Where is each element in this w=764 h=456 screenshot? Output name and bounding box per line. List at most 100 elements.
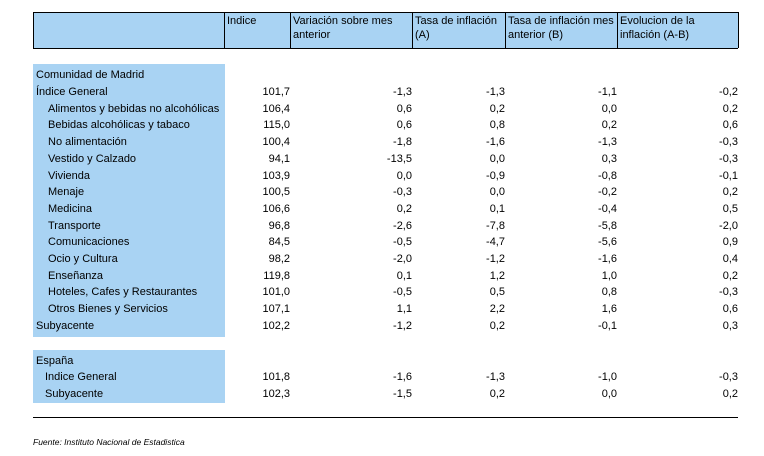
row-label: Vivienda bbox=[48, 169, 90, 182]
cell-b: -1,6 bbox=[598, 253, 617, 265]
cell-ev: 0,3 bbox=[722, 319, 738, 332]
cell-b: -5,6 bbox=[598, 236, 617, 249]
cell-b: 0,3 bbox=[601, 152, 617, 165]
cell-indice: 98,2 bbox=[268, 253, 290, 265]
row-label: Enseñanza bbox=[48, 269, 104, 282]
row-label: Alimentos y bebidas no alcohólicas bbox=[48, 102, 220, 115]
cell-a: 0,2 bbox=[489, 102, 505, 115]
cell-indice: 106,6 bbox=[262, 202, 290, 215]
cell-ev: 0,5 bbox=[722, 202, 738, 215]
table-header bbox=[33, 12, 738, 48]
cell-b: -0,8 bbox=[598, 169, 617, 182]
cell-indice: 107,1 bbox=[262, 303, 290, 316]
cell-var: -0,3 bbox=[393, 186, 412, 199]
cell-ev: 0,2 bbox=[722, 269, 738, 282]
cell-var: -1,2 bbox=[393, 319, 412, 332]
cell-var: -1,3 bbox=[393, 86, 412, 98]
cell-ev: -0,3 bbox=[719, 286, 738, 299]
cell-indice: 102,2 bbox=[262, 319, 290, 332]
row-label: Bebidas alcohólicas y tabaco bbox=[48, 119, 190, 132]
cell-var: -1,5 bbox=[393, 387, 412, 400]
row-label: Menaje bbox=[48, 186, 85, 199]
cell-a: 0,2 bbox=[489, 319, 505, 332]
cell-ev: 0,9 bbox=[722, 236, 738, 249]
column-divider bbox=[412, 12, 413, 48]
cell-b: -0,2 bbox=[598, 186, 617, 199]
madrid-label-panel bbox=[33, 64, 225, 337]
cell-indice: 103,9 bbox=[262, 169, 290, 182]
row-label: Medicina bbox=[48, 202, 93, 215]
cell-indice: 115,0 bbox=[263, 119, 290, 132]
cell-ev: 0,2 bbox=[722, 186, 738, 199]
row-label: Otros Bienes y Servicios bbox=[48, 303, 168, 316]
cell-ev: -0,1 bbox=[719, 169, 738, 182]
table-bottom-border bbox=[33, 417, 738, 418]
cell-indice: 106,4 bbox=[262, 102, 290, 115]
cell-var: -0,5 bbox=[393, 286, 412, 299]
cell-b: -1,0 bbox=[598, 371, 617, 383]
cell-b: -5,8 bbox=[598, 219, 617, 232]
cell-ev: 0,4 bbox=[722, 253, 738, 265]
cell-a: 0,1 bbox=[489, 202, 505, 215]
espana-label-panel bbox=[33, 350, 225, 403]
cell-a: -0,9 bbox=[486, 169, 505, 182]
cell-a: 1,2 bbox=[489, 269, 505, 282]
cell-var: 0,0 bbox=[396, 169, 412, 182]
cell-ev: -2,0 bbox=[719, 219, 738, 232]
cell-indice: 101,7 bbox=[262, 86, 290, 98]
cell-b: -0,4 bbox=[598, 202, 617, 215]
source-note: Fuente: Instituto Nacional de Estadistic… bbox=[33, 437, 185, 447]
cell-indice: 100,5 bbox=[262, 186, 290, 199]
cell-a: 0,5 bbox=[489, 286, 505, 299]
column-divider bbox=[33, 12, 34, 48]
row-label: Subyacente bbox=[36, 319, 95, 332]
cell-a: -4,7 bbox=[486, 236, 505, 249]
cell-indice: 101,0 bbox=[262, 286, 290, 299]
column-divider bbox=[617, 12, 618, 48]
cell-indice: 100,4 bbox=[262, 136, 290, 149]
row-label: Ocio y Cultura bbox=[48, 253, 118, 265]
cell-a: -1,3 bbox=[486, 86, 505, 98]
cell-var: -1,6 bbox=[393, 371, 412, 383]
cell-indice: 94,1 bbox=[268, 152, 290, 165]
cell-ev: 0,6 bbox=[722, 119, 738, 132]
header-evolucion: Evolucion de la inflación (A-B) bbox=[620, 15, 695, 41]
cell-b: 0,8 bbox=[601, 286, 617, 299]
cell-indice: 101,8 bbox=[262, 371, 290, 383]
row-label: Índice General bbox=[36, 86, 108, 98]
cell-a: 0,0 bbox=[489, 152, 505, 165]
cell-var: 0,6 bbox=[396, 119, 412, 132]
cell-b: -0,1 bbox=[598, 319, 617, 332]
cell-a: 0,8 bbox=[489, 119, 505, 132]
header-tasa-b: Tasa de inflación mes anterior (B) bbox=[508, 15, 614, 41]
cell-var: 0,1 bbox=[396, 269, 412, 282]
cell-a: 2,2 bbox=[489, 303, 505, 316]
cell-ev: 0,2 bbox=[722, 102, 738, 115]
cell-b: 0,2 bbox=[601, 119, 617, 132]
cell-var: -2,0 bbox=[393, 253, 412, 265]
cell-var: -13,5 bbox=[386, 152, 412, 165]
row-label: Comunicaciones bbox=[48, 236, 130, 249]
cell-var: -2,6 bbox=[393, 219, 412, 232]
header-bottom-border bbox=[33, 48, 738, 49]
cell-var: -1,8 bbox=[393, 136, 412, 149]
row-label: Indice General bbox=[45, 371, 117, 383]
row-label: No alimentación bbox=[48, 136, 127, 149]
cell-a: -1,6 bbox=[486, 136, 505, 149]
cell-indice: 84,5 bbox=[268, 236, 290, 249]
cell-b: -1,1 bbox=[598, 86, 617, 98]
row-label: Transporte bbox=[48, 219, 101, 232]
cell-a: 0,0 bbox=[489, 186, 505, 199]
header-top-border bbox=[33, 12, 738, 13]
header-tasa-a: Tasa de inflación (A) bbox=[415, 15, 497, 41]
cell-var: 1,1 bbox=[396, 303, 412, 316]
cell-ev: -0,3 bbox=[719, 152, 738, 165]
cell-a: -1,3 bbox=[486, 371, 505, 383]
row-label: Hoteles, Cafes y Restaurantes bbox=[48, 286, 198, 299]
cell-ev: -0,3 bbox=[719, 371, 738, 383]
header-variacion: Variación sobre mes anterior bbox=[293, 15, 393, 41]
cell-b: 0,0 bbox=[601, 102, 617, 115]
column-divider bbox=[505, 12, 506, 48]
cell-ev: -0,3 bbox=[719, 136, 738, 149]
column-divider bbox=[224, 12, 225, 48]
